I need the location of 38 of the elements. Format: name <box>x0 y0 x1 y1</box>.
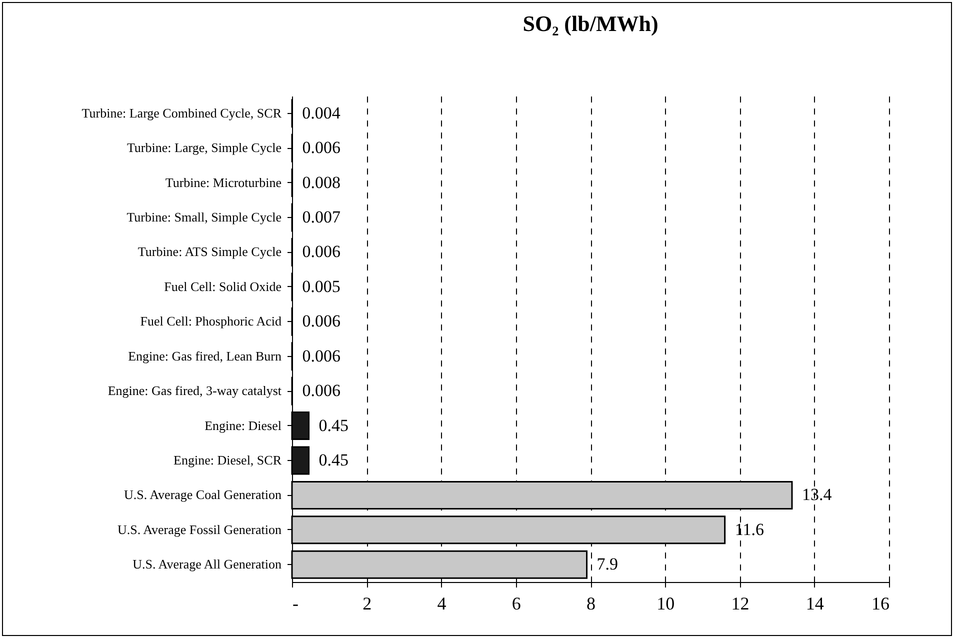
data-label: 0.45 <box>318 450 349 470</box>
data-label: 0.006 <box>302 138 340 158</box>
x-tick-label: - <box>292 594 298 614</box>
y-tick-label: Engine: Gas fired, 3-way catalyst <box>108 383 282 398</box>
x-tick-label: 4 <box>437 594 446 614</box>
data-label: 0.004 <box>302 103 341 122</box>
x-tick-label: 12 <box>731 594 750 614</box>
data-label: 0.005 <box>302 276 340 296</box>
y-tick-label: Fuel Cell: Solid Oxide <box>164 278 282 294</box>
y-tick-label: Turbine: Microturbine <box>165 174 282 190</box>
x-tick-label: 2 <box>362 594 372 614</box>
data-label: 0.006 <box>302 242 340 262</box>
data-label: 7.9 <box>596 554 618 574</box>
data-label: 0.006 <box>302 381 340 400</box>
y-tick-label: Fuel Cell: Phosphoric Acid <box>140 314 282 329</box>
y-tick-label: Turbine: Small, Simple Cycle <box>126 210 282 224</box>
x-tick-label: 8 <box>586 594 596 614</box>
y-tick-label: U.S. Average Fossil Generation <box>117 522 282 537</box>
y-tick-label: Turbine: ATS Simple Cycle <box>138 244 282 260</box>
y-tick-label: Engine: Gas fired, Lean Burn <box>128 348 282 364</box>
x-tick-label: 14 <box>806 594 824 614</box>
y-tick-label: U.S. Average All Generation <box>132 556 282 572</box>
y-tick-label: Turbine: Large Combined Cycle, SCR <box>82 105 282 120</box>
y-tick-label: Engine: Diesel, SCR <box>174 452 282 468</box>
chart-title: SO₂ (lb/MWh) <box>522 11 658 36</box>
data-label: 13.4 <box>802 485 832 504</box>
data-label: 0.45 <box>318 416 349 435</box>
x-tick-label: 10 <box>656 594 675 614</box>
data-label: 0.008 <box>302 172 341 192</box>
x-tick-label: 16 <box>872 594 890 614</box>
y-tick-label: Engine: Diesel <box>204 418 282 433</box>
y-tick-label: U.S. Average Coal Generation <box>124 487 282 502</box>
data-label: 0.006 <box>302 312 340 331</box>
data-label: 0.006 <box>302 346 340 366</box>
y-tick-label: Turbine: Large, Simple Cycle <box>126 140 282 156</box>
data-label: 11.6 <box>734 520 764 539</box>
data-label: 0.007 <box>302 208 342 226</box>
x-tick-label: 6 <box>512 594 521 614</box>
